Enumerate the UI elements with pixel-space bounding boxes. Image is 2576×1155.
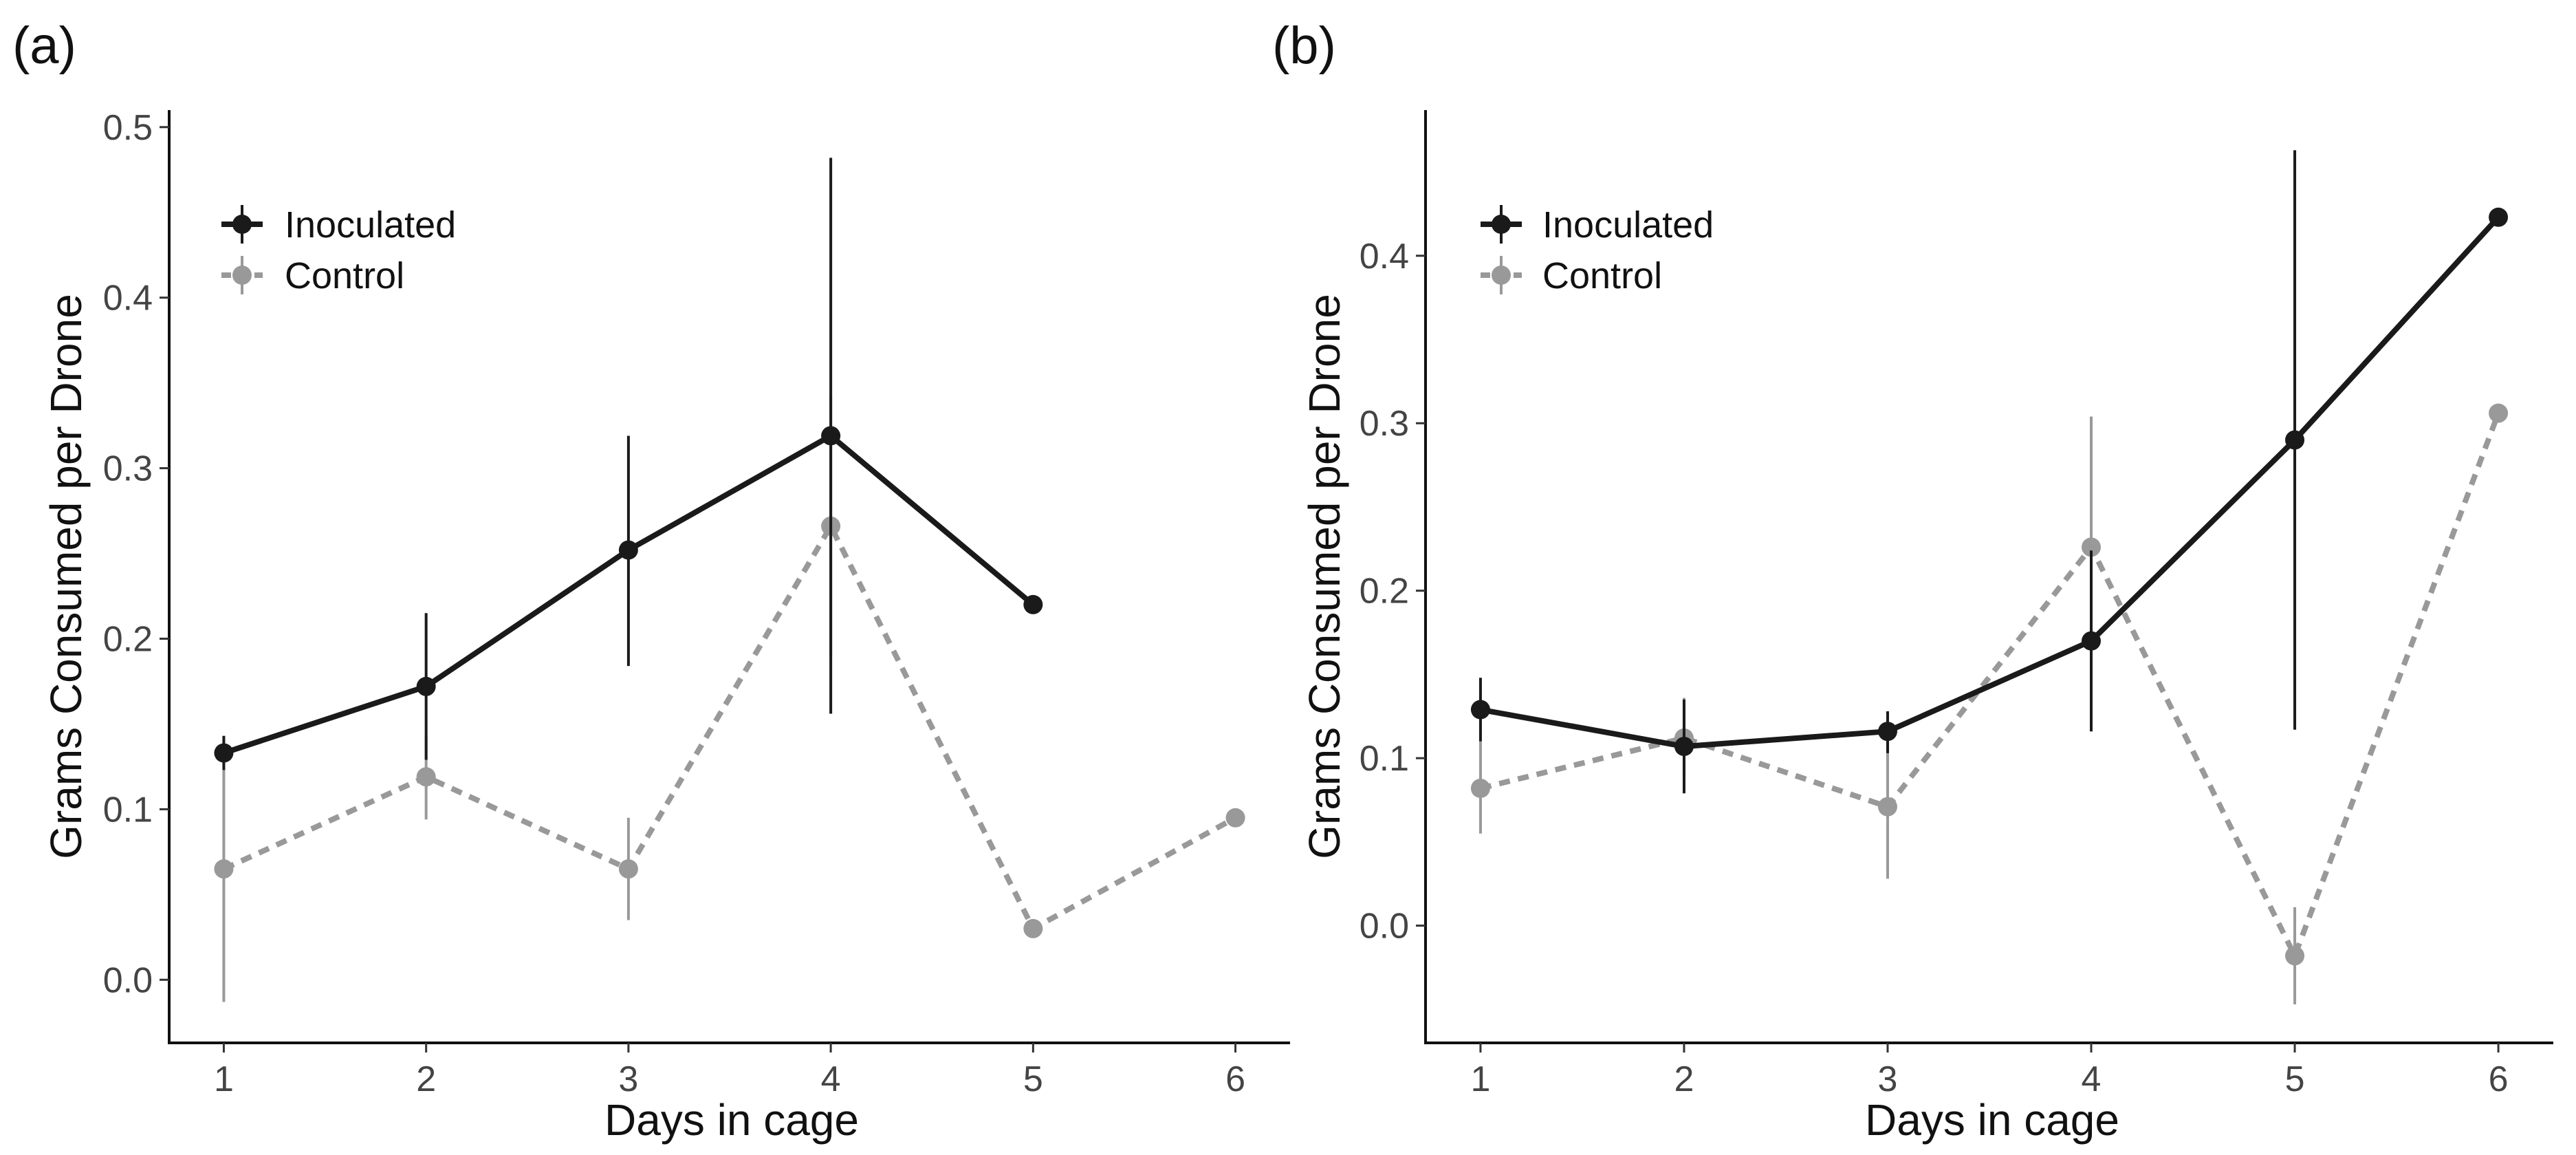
x-tick-label: 4 — [2082, 1059, 2102, 1099]
legend-label-control: Control — [1542, 255, 1662, 296]
data-point — [2082, 537, 2102, 557]
panel-label: (b) — [1272, 17, 1336, 75]
data-point — [618, 540, 638, 560]
y-tick-label: 0.0 — [103, 960, 153, 1000]
data-point — [1023, 918, 1043, 938]
data-point — [1470, 700, 1490, 720]
series-control — [214, 394, 1245, 1002]
series-inoculated — [214, 158, 1043, 770]
data-point — [416, 767, 436, 787]
y-tick-label: 0.4 — [1360, 237, 1409, 277]
axis-ticks: 0.0 0.1 0.2 0.3 0.4 0.5 1 2 3 4 5 6 — [103, 108, 1245, 1099]
legend-marker-control — [232, 266, 252, 285]
plot-area — [214, 158, 1245, 1002]
data-point — [2489, 403, 2509, 423]
legend: Inoculated Control — [1481, 204, 1714, 296]
data-point — [1225, 808, 1245, 828]
x-tick-label: 6 — [1225, 1059, 1245, 1099]
x-tick-label: 1 — [214, 1059, 234, 1099]
data-point — [1470, 778, 1490, 798]
y-axis-title: Grams Consumed per Drone — [1300, 294, 1349, 859]
series-control — [1470, 403, 2509, 1005]
x-axis-title: Days in cage — [1865, 1095, 2119, 1145]
data-point — [2082, 631, 2102, 651]
data-point — [214, 859, 234, 879]
data-point — [821, 426, 841, 446]
y-tick-label: 0.2 — [103, 619, 153, 659]
data-point — [618, 859, 638, 879]
axis-ticks: 0.0 0.1 0.2 0.3 0.4 1 2 3 4 5 6 — [1360, 237, 2509, 1099]
panel-b: (b) Grams Consumed per Drone Days in cag… — [1272, 17, 2553, 1145]
series-inoculated — [1470, 150, 2509, 794]
panel-label: (a) — [12, 17, 76, 75]
legend: Inoculated Control — [221, 204, 456, 296]
series-line — [222, 523, 1237, 931]
panel-a: (a) Grams Consumed per Drone Days in cag… — [12, 17, 1290, 1145]
data-point — [2285, 430, 2305, 450]
legend-marker-inoculated — [232, 215, 252, 234]
x-tick-label: 4 — [821, 1059, 841, 1099]
legend-label-control: Control — [285, 255, 404, 296]
x-tick-label: 2 — [416, 1059, 436, 1099]
x-tick-label: 5 — [1023, 1059, 1043, 1099]
x-axis-title: Days in cage — [604, 1095, 859, 1145]
x-tick-label: 1 — [1470, 1059, 1490, 1099]
data-point — [1877, 797, 1897, 817]
data-point — [2285, 946, 2305, 966]
legend-label-inoculated: Inoculated — [1542, 204, 1714, 246]
x-tick-label: 3 — [1878, 1059, 1898, 1099]
data-point — [214, 743, 234, 763]
y-axis-title: Grams Consumed per Drone — [41, 294, 91, 859]
y-tick-label: 0.3 — [103, 449, 153, 489]
y-tick-label: 0.4 — [103, 279, 153, 319]
y-tick-label: 0.1 — [103, 790, 153, 830]
legend-label-inoculated: Inoculated — [285, 204, 456, 246]
data-point — [1674, 737, 1694, 757]
data-point — [1877, 722, 1897, 742]
series-line — [1480, 215, 2501, 750]
y-tick-label: 0.0 — [1360, 907, 1409, 947]
y-tick-label: 0.2 — [1360, 572, 1409, 612]
x-tick-label: 6 — [2489, 1059, 2509, 1099]
plot-area — [1470, 150, 2509, 1005]
y-tick-label: 0.1 — [1360, 739, 1409, 779]
series-line — [1479, 412, 2501, 959]
data-point — [2489, 207, 2509, 227]
data-point — [416, 676, 436, 696]
x-tick-label: 5 — [2285, 1059, 2305, 1099]
data-point — [1023, 594, 1043, 614]
y-tick-label: 0.3 — [1360, 404, 1409, 444]
y-tick-label: 0.5 — [103, 108, 153, 148]
x-tick-label: 2 — [1674, 1059, 1694, 1099]
x-tick-label: 3 — [618, 1059, 638, 1099]
legend-marker-control — [1492, 266, 1511, 285]
legend-marker-inoculated — [1492, 215, 1511, 234]
